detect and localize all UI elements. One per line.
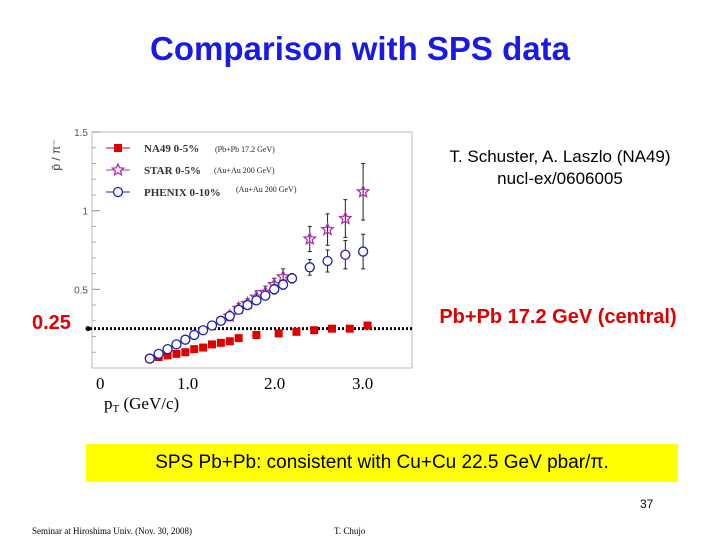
x-axis-label-subscript: T (112, 403, 120, 415)
data-point-na49 (225, 337, 234, 346)
x-tick-label: 1.0 (177, 374, 199, 393)
data-point-star (302, 231, 318, 246)
data-point-phenix (277, 279, 289, 290)
data-point-phenix (322, 255, 333, 267)
data-point-phenix (340, 249, 351, 260)
reference-authors: T. Schuster, A. Laszlo (NA49) (449, 147, 671, 166)
data-point-phenix (171, 339, 182, 350)
data-point-na49 (163, 351, 172, 360)
x-tick-label: 2.0 (264, 374, 286, 393)
data-point-phenix (206, 320, 218, 331)
data-point-phenix (162, 343, 173, 355)
data-point-na49 (190, 345, 199, 354)
data-point-phenix (180, 334, 191, 345)
y-tick-label: 0.5 (74, 285, 88, 296)
data-point-phenix (251, 295, 262, 306)
legend-series-name: STAR 0-5% (144, 165, 201, 177)
reference-line-endpoint (85, 326, 91, 332)
legend-marker-star (110, 162, 126, 177)
data-point-phenix (269, 284, 280, 295)
footer-seminar: Seminar at Hiroshima Univ. (Nov. 30, 200… (32, 526, 193, 536)
data-point-na49 (199, 343, 208, 352)
legend-marker-square (114, 144, 122, 152)
data-point-na49 (216, 338, 225, 347)
data-point-phenix (242, 299, 253, 311)
data-point-star (355, 184, 371, 198)
y-tick-label: 1 (82, 207, 88, 218)
page-number: 37 (640, 497, 654, 511)
legend-series-name: PHENIX 0-10% (144, 187, 221, 199)
data-point-na49 (363, 321, 372, 330)
data-point-phenix (286, 273, 298, 284)
legend-marker-circle (112, 186, 124, 198)
slide-title: Comparison with SPS data (150, 30, 570, 67)
x-axis-label-main: p (104, 394, 113, 413)
data-point-na49 (328, 324, 336, 333)
footer-author: T. Chujo (334, 526, 366, 536)
data-point-na49 (310, 326, 319, 335)
data-point-phenix (357, 246, 369, 257)
data-point-phenix (260, 290, 271, 301)
reference-citation: T. Schuster, A. Laszlo (NA49) nucl-ex/06… (410, 146, 710, 190)
data-point-na49 (172, 349, 181, 358)
x-tick-label: 3.0 (352, 374, 374, 393)
data-point-star (338, 210, 353, 225)
legend-series-name: NA49 0-5% (144, 143, 199, 155)
data-point-na49 (208, 340, 216, 349)
legend-series-system: (Au+Au 200 GeV) (236, 185, 297, 194)
x-axis-label-unit: (GeV/c) (119, 394, 180, 413)
data-point-phenix (153, 348, 164, 359)
data-point-na49 (274, 329, 283, 338)
data-point-phenix (197, 325, 209, 336)
data-point-na49 (252, 330, 261, 339)
legend-series-system: (Pb+Pb 17.2 GeV) (215, 145, 275, 154)
data-point-star (320, 221, 335, 236)
data-point-na49 (292, 327, 301, 336)
data-point-phenix (144, 353, 155, 364)
data-point-phenix (224, 310, 235, 322)
data-point-phenix (233, 304, 244, 315)
pbpb-annotation: Pb+Pb 17.2 GeV (central) (439, 306, 677, 328)
reference-preprint: nucl-ex/0606005 (497, 169, 623, 188)
x-axis-label: pT (GeV/c) (104, 394, 180, 415)
data-point-na49 (234, 334, 243, 343)
data-point-phenix (215, 315, 227, 326)
data-point-na49 (345, 324, 354, 333)
y-tick-label: 1.5 (74, 128, 88, 139)
data-point-phenix (189, 329, 200, 341)
data-point-phenix (304, 262, 315, 273)
reference-line-value: 0.25 (32, 312, 71, 334)
data-point-na49 (181, 348, 190, 357)
summary-box: SPS Pb+Pb: consistent with Cu+Cu 22.5 Ge… (86, 444, 678, 482)
x-tick-label: 0 (96, 374, 105, 393)
legend-series-system: (Au+Au 200 GeV) (214, 166, 275, 175)
y-axis-label: p̄ / π⁻ (49, 139, 63, 170)
